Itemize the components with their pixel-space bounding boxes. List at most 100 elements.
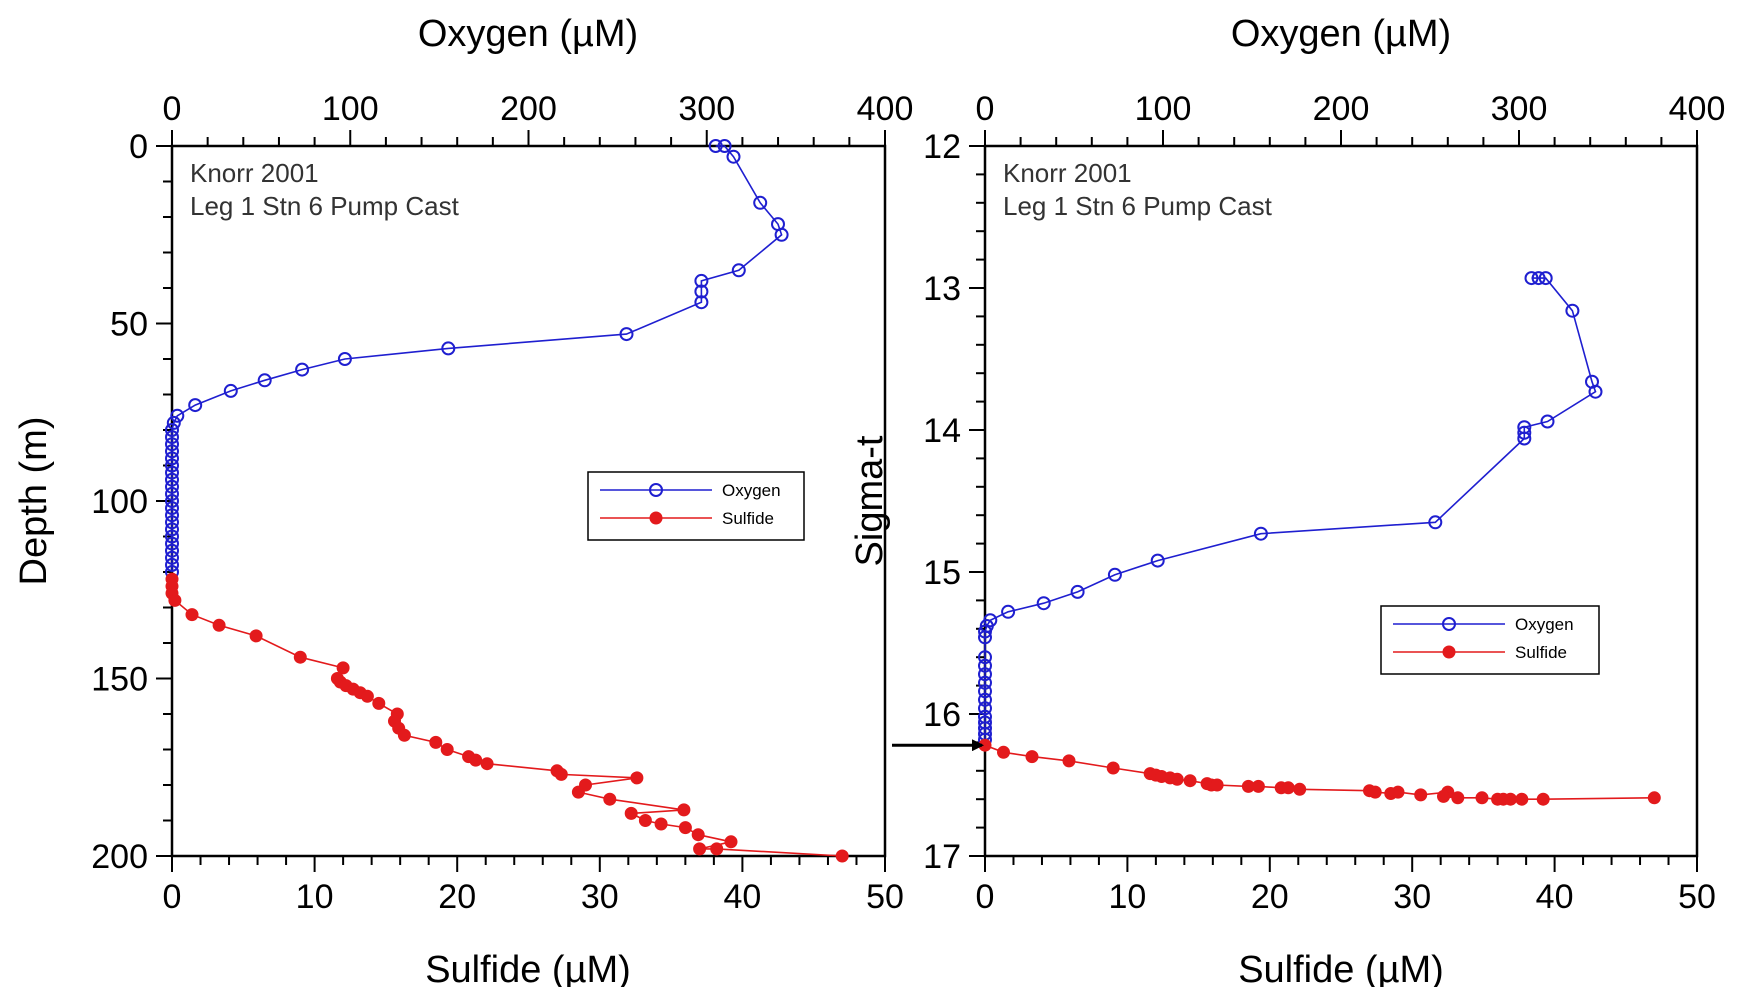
left-legend: Oxygen Sulfide bbox=[587, 471, 805, 541]
right-top-tick-label: 400 bbox=[1669, 90, 1726, 128]
right-sulfide-point bbox=[1451, 791, 1465, 805]
right-oxygen-point bbox=[978, 684, 992, 699]
left-top-tick-label: 0 bbox=[163, 90, 182, 128]
left-sulfide-line bbox=[171, 579, 843, 857]
right-top-tick-label: 200 bbox=[1313, 90, 1370, 128]
left-oxygen-point bbox=[165, 508, 179, 523]
left-bottom-axis-title: Sulfide (µM) bbox=[425, 949, 631, 987]
right-sulfide-point bbox=[1170, 772, 1184, 786]
left-legend-box bbox=[587, 471, 805, 541]
right-sulfide-point bbox=[1293, 782, 1307, 796]
left-oxygen-point bbox=[165, 479, 179, 494]
left-oxygen-point bbox=[694, 284, 709, 299]
left-bottom-tick-label: 50 bbox=[866, 878, 904, 916]
right-sulfide-point bbox=[1647, 791, 1661, 805]
left-sulfide-point bbox=[168, 593, 182, 607]
right-top-ticks: 0 100 200 300 400 bbox=[976, 90, 1726, 146]
right-sulfide-point bbox=[1251, 779, 1265, 793]
left-oxygen-point bbox=[165, 458, 179, 473]
left-y-tick-label: 150 bbox=[91, 661, 148, 699]
left-oxygen-point bbox=[166, 415, 181, 430]
left-legend-oxygen-label: Oxygen bbox=[722, 481, 781, 500]
left-oxygen-point bbox=[257, 373, 272, 388]
right-oxygen-point bbox=[1517, 425, 1532, 440]
left-oxygen-point bbox=[188, 398, 203, 413]
left-legend-sulfide-marker bbox=[649, 511, 663, 525]
left-sulfide-point bbox=[336, 661, 350, 675]
right-y-ticks: 12 13 14 15 16 17 bbox=[923, 128, 985, 876]
right-top-axis-title: Oxygen (µM) bbox=[1231, 13, 1451, 55]
left-y-tick-label: 200 bbox=[91, 838, 148, 876]
left-oxygen-point bbox=[165, 437, 179, 452]
right-sulfide-point bbox=[1391, 785, 1405, 799]
left-sulfide-point bbox=[360, 689, 374, 703]
left-y-tick-label: 100 bbox=[91, 483, 148, 521]
left-sulfide-point bbox=[429, 735, 443, 749]
right-oxygen-point bbox=[1588, 384, 1603, 399]
left-oxygen-point bbox=[694, 295, 709, 310]
left-sulfide-point bbox=[212, 618, 226, 632]
right-oxygen-point bbox=[1524, 271, 1539, 286]
right-plot-frame bbox=[983, 144, 1699, 858]
right-y-tick-label: 12 bbox=[923, 128, 961, 166]
left-sulfide-point bbox=[677, 803, 691, 817]
right-bottom-tick-label: 30 bbox=[1393, 878, 1431, 916]
left-sulfide-point bbox=[293, 650, 307, 664]
right-legend-oxygen-marker bbox=[1442, 617, 1456, 631]
right-oxygen-series bbox=[978, 271, 1603, 747]
left-sulfide-point bbox=[397, 728, 411, 742]
left-sulfide-point bbox=[571, 785, 585, 799]
right-legend-sulfide-label: Sulfide bbox=[1515, 643, 1567, 662]
left-annotation-line-2: Leg 1 Stn 6 Pump Cast bbox=[190, 191, 460, 221]
right-sulfide-point bbox=[1475, 791, 1489, 805]
left-oxygen-point bbox=[337, 352, 352, 366]
right-sulfide-point bbox=[1062, 754, 1076, 768]
left-top-tick-label: 200 bbox=[500, 90, 557, 128]
left-sulfide-point bbox=[554, 767, 568, 781]
right-legend: Oxygen Sulfide bbox=[1380, 605, 1600, 675]
left-top-ticks: 0 100 200 300 400 bbox=[163, 90, 913, 146]
left-legend-sulfide-label: Sulfide bbox=[722, 509, 774, 528]
left-sulfide-point bbox=[710, 842, 724, 856]
right-y-tick-label: 16 bbox=[923, 696, 961, 734]
left-oxygen-point bbox=[694, 273, 709, 288]
left-y-axis-title: Depth (m) bbox=[13, 417, 55, 586]
right-oxygen-point bbox=[978, 624, 992, 639]
left-oxygen-point bbox=[165, 444, 179, 459]
right-y-tick-label: 13 bbox=[923, 270, 961, 308]
left-y-tick-label: 50 bbox=[110, 306, 148, 344]
right-y-tick-label: 14 bbox=[923, 412, 961, 450]
left-sulfide-point bbox=[440, 743, 454, 756]
right-sulfide-point bbox=[1210, 778, 1224, 792]
right-bottom-tick-label: 10 bbox=[1108, 878, 1146, 916]
left-sulfide-point bbox=[249, 629, 263, 643]
left-oxygen-point bbox=[165, 486, 179, 501]
right-oxygen-point bbox=[1036, 596, 1051, 611]
left-top-axis-title: Oxygen (µM) bbox=[418, 13, 638, 55]
left-bottom-tick-label: 30 bbox=[581, 878, 619, 916]
left-oxygen-point bbox=[165, 550, 179, 565]
right-oxygen-point bbox=[1531, 271, 1546, 286]
right-legend-sulfide-marker bbox=[1442, 645, 1456, 659]
left-oxygen-point bbox=[165, 543, 179, 558]
right-sulfide-point bbox=[1437, 789, 1450, 803]
left-oxygen-point bbox=[726, 149, 741, 164]
left-sulfide-point bbox=[603, 792, 617, 806]
right-legend-oxygen-label: Oxygen bbox=[1515, 615, 1574, 634]
right-bottom-tick-label: 20 bbox=[1251, 878, 1289, 916]
left-oxygen-point bbox=[441, 341, 456, 356]
left-oxygen-point bbox=[165, 536, 179, 551]
right-sulfide-point bbox=[1368, 785, 1382, 799]
left-sulfide-point bbox=[372, 696, 386, 710]
left-oxygen-point bbox=[774, 227, 789, 242]
right-oxygen-point bbox=[978, 692, 992, 707]
left-oxygen-point bbox=[223, 383, 238, 398]
left-oxygen-point bbox=[165, 465, 179, 480]
right-sulfide-point bbox=[997, 745, 1010, 759]
right-top-tick-label: 100 bbox=[1135, 90, 1192, 128]
right-oxygen-point bbox=[1517, 431, 1532, 446]
right-top-tick-label: 300 bbox=[1491, 90, 1548, 128]
right-annotation-line-1: Knorr 2001 bbox=[1003, 158, 1132, 188]
left-legend-oxygen-marker bbox=[649, 483, 663, 497]
left-bottom-ticks: 0 10 20 30 40 50 bbox=[163, 856, 904, 916]
